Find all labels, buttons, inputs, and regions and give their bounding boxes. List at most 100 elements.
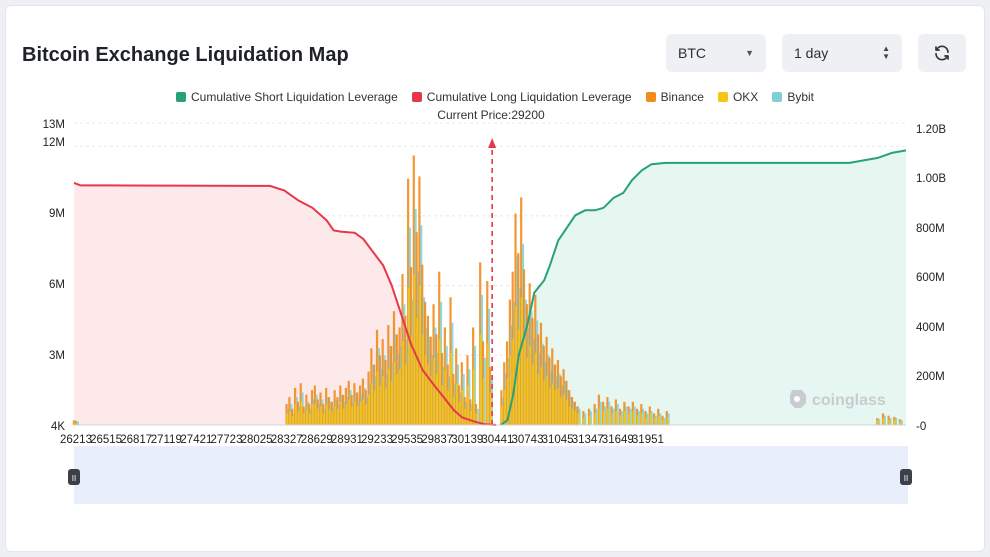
legend-label-binance: Binance (660, 90, 704, 104)
okx-bar (489, 392, 492, 425)
okx-bar (399, 369, 402, 425)
current-price-arrow (488, 138, 497, 148)
zoom-slider: II II (68, 446, 912, 504)
bybit-bar (654, 415, 657, 425)
okx-bar (430, 376, 433, 425)
long-cumulative-line (73, 181, 497, 426)
okx-bar (325, 404, 328, 425)
okx-bar (623, 411, 626, 425)
x-tick-label: 28327 (271, 434, 303, 446)
legend-item-short[interactable]: Cumulative Short Liquidation Leverage (175, 90, 398, 104)
bybit-bar (620, 411, 624, 425)
bybit-bar (612, 408, 615, 425)
x-tick-label: 31649 (602, 434, 634, 446)
x-tick-label: 28931 (331, 434, 363, 446)
okx-bar (598, 408, 601, 425)
okx-bar (563, 394, 566, 425)
okx-bar (348, 399, 351, 425)
okx-bar (331, 411, 334, 425)
x-tick-label: 29233 (361, 434, 393, 446)
okx-bar (359, 401, 362, 425)
short-cumulative-line (500, 149, 907, 426)
zoom-handle-right[interactable]: II (900, 469, 912, 485)
y-right-tick-label: 1.00B (916, 173, 946, 185)
zoom-range[interactable] (74, 446, 908, 504)
interval-select[interactable]: 1 day ▲ ▼ (782, 34, 902, 72)
y-left-tick-label: 4K (51, 421, 65, 433)
okx-bar (649, 413, 652, 425)
okx-bar (594, 413, 597, 425)
bybit-bar (637, 411, 640, 425)
x-tick-label: 31951 (632, 434, 664, 446)
okx-bar (370, 383, 373, 425)
okx-bar (532, 364, 535, 425)
okx-bar (308, 413, 311, 425)
okx-bar (574, 411, 577, 425)
okx-bar (546, 376, 549, 425)
bybit-bar (894, 418, 898, 425)
page-title: Bitcoin Exchange Liquidation Map (22, 44, 349, 66)
x-tick-label: 30743 (512, 434, 544, 446)
okx-bar (317, 408, 320, 425)
coin-select[interactable]: BTC ▼ (666, 34, 766, 72)
legend-label-bybit: Bybit (787, 90, 814, 104)
okx-bar (373, 390, 376, 425)
okx-bar (379, 385, 382, 425)
okx-bar (611, 413, 614, 425)
x-tick-label: 31045 (542, 434, 574, 446)
okx-bar (455, 383, 458, 425)
y-left-tick-label: 9M (49, 208, 65, 220)
legend-swatch-short (175, 92, 186, 102)
refresh-button[interactable] (918, 34, 966, 72)
bybit-bar (490, 378, 493, 425)
bybit-bar (76, 421, 79, 425)
okx-bar (526, 357, 529, 425)
okx-bar (557, 387, 560, 425)
x-tick-label: 26515 (90, 434, 122, 446)
bybit-bar (642, 408, 645, 425)
okx-bar (303, 413, 306, 425)
okx-bar (368, 394, 371, 425)
bybit-bar (658, 413, 662, 425)
okx-bar (537, 373, 540, 425)
watermark: coinglass (790, 390, 886, 409)
coinglass-logo-icon (790, 390, 806, 408)
okx-bar (334, 406, 337, 425)
okx-bar (475, 413, 478, 425)
watermark-text: coinglass (812, 392, 886, 409)
okx-bar (320, 406, 323, 425)
okx-bar (427, 364, 430, 425)
okx-bar (73, 422, 76, 425)
bybit-bar (878, 419, 881, 425)
bybit-bar (883, 415, 886, 425)
okx-bar (543, 380, 546, 425)
bybit-bar (468, 369, 471, 425)
okx-bar (345, 404, 348, 425)
legend-item-okx[interactable]: OKX (717, 90, 758, 104)
okx-bar (554, 390, 557, 425)
legend-item-binance[interactable]: Binance (645, 90, 704, 104)
okx-bar (458, 401, 461, 425)
okx-bar (300, 401, 303, 425)
bybit-bar (584, 413, 587, 425)
okx-bar (662, 420, 665, 425)
legend-item-long[interactable]: Cumulative Long Liquidation Leverage (411, 90, 632, 104)
x-tick-label: 26213 (60, 434, 92, 446)
chart-legend: Cumulative Short Liquidation Leverage Cu… (6, 90, 984, 104)
exchange-bars (72, 155, 903, 425)
legend-item-bybit[interactable]: Bybit (772, 90, 814, 104)
y-right-tick-label: 400M (916, 322, 945, 334)
x-tick-label: 30441 (481, 434, 513, 446)
x-tick-label: 29535 (391, 434, 423, 446)
x-tick-label: 28629 (301, 434, 333, 446)
okx-bar (342, 408, 345, 425)
okx-bar (404, 364, 407, 425)
okx-bar (365, 404, 368, 425)
y-left-tick-label: 6M (49, 279, 65, 291)
bybit-bar (476, 408, 479, 425)
okx-bar (512, 339, 515, 425)
x-tick-label: 27421 (180, 434, 212, 446)
zoom-handle-left[interactable]: II (68, 469, 80, 485)
okx-bar (529, 346, 532, 425)
okx-bar (385, 387, 388, 425)
